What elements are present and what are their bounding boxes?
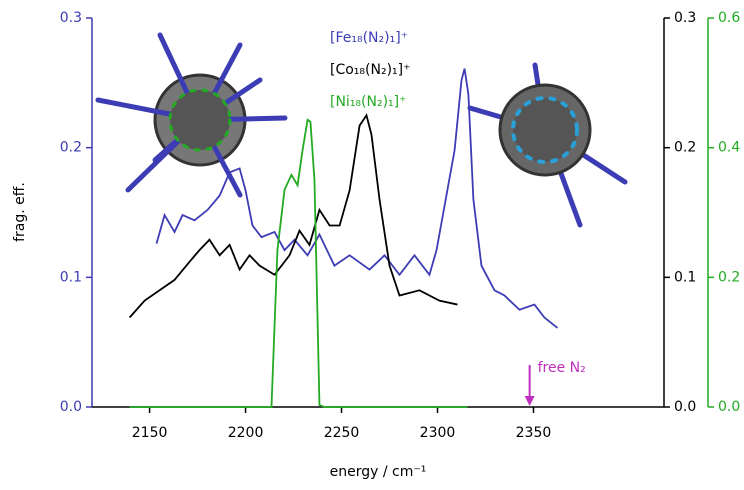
chart: frag. eff. energy / cm⁻¹ 0.0 0.1 0.2 0.3 0.0… xyxy=(0,0,744,486)
y-tick-label: 0.2 xyxy=(60,140,82,156)
x-tick-label: 2250 xyxy=(324,425,360,441)
series-line xyxy=(130,120,468,407)
cluster-right xyxy=(470,65,625,225)
legend-label: [Ni₁₈(N₂)₁]⁺ xyxy=(330,94,407,110)
y-tick-label: 0.0 xyxy=(60,399,82,415)
y-tick-label: 0.3 xyxy=(60,10,82,26)
y-axis-title: frag. eff. xyxy=(12,182,28,242)
y3-tick-label: 0.4 xyxy=(718,140,740,156)
annotation-arrowhead xyxy=(525,396,535,406)
x-axis-title: energy / cm⁻¹ xyxy=(330,464,427,480)
y2-tick-label: 0.3 xyxy=(674,10,696,26)
y2-tick-label: 0.0 xyxy=(674,399,696,415)
legend-label: [Co₁₈(N₂)₁]⁺ xyxy=(330,62,411,78)
x-tick-label: 2350 xyxy=(516,425,552,441)
y3-tick-label: 0.2 xyxy=(718,269,740,285)
y3-tick-label: 0.0 xyxy=(718,399,740,415)
x-tick-label: 2300 xyxy=(420,425,456,441)
legend-label: [Fe₁₈(N₂)₁]⁺ xyxy=(330,30,408,46)
y2-tick-label: 0.1 xyxy=(674,269,696,285)
cluster-left xyxy=(98,35,285,195)
annotation-text: free N₂ xyxy=(538,360,586,376)
y3-tick-label: 0.6 xyxy=(718,10,740,26)
y-tick-label: 0.1 xyxy=(60,269,82,285)
x-tick-label: 2200 xyxy=(228,425,264,441)
x-tick-label: 2150 xyxy=(132,425,168,441)
y2-tick-label: 0.2 xyxy=(674,140,696,156)
